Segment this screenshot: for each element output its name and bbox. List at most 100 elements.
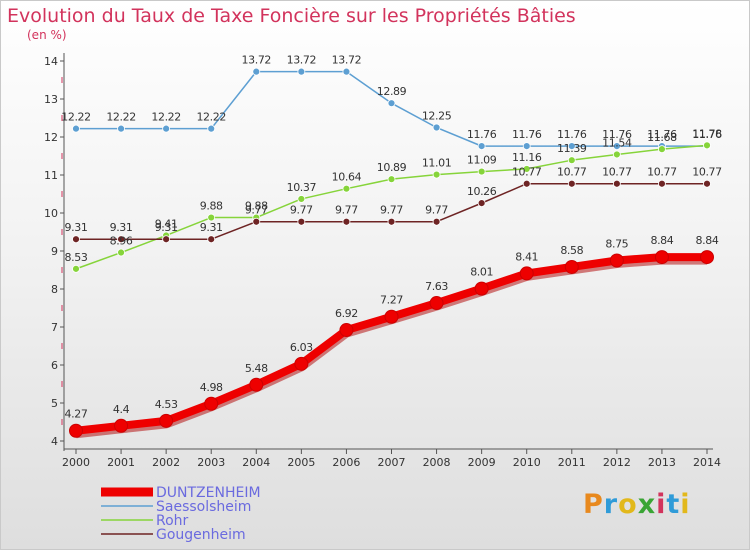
data-label: 11.54	[602, 136, 632, 149]
data-point	[207, 213, 216, 222]
x-tick-label: 2005	[287, 456, 315, 469]
data-point	[609, 253, 624, 268]
data-point	[162, 124, 171, 133]
data-point	[342, 184, 351, 193]
data-point	[252, 67, 261, 76]
data-point	[339, 323, 354, 338]
data-point	[159, 413, 174, 428]
data-point	[612, 142, 621, 151]
data-point	[703, 141, 711, 150]
logo-letter: P	[583, 489, 604, 520]
logo-letter: t	[666, 489, 681, 520]
data-label: 11.01	[422, 157, 452, 170]
data-point	[432, 217, 441, 226]
data-point	[564, 259, 579, 274]
data-label: 13.72	[287, 54, 317, 67]
legend-label: DUNTZENHEIM	[156, 485, 261, 501]
data-point	[204, 396, 219, 411]
data-label: 9.77	[290, 204, 313, 217]
data-label: 8.58	[560, 244, 583, 257]
y-tick-label: 9	[51, 245, 58, 258]
data-label: 13.72	[332, 54, 362, 67]
data-label: 10.77	[602, 166, 632, 179]
data-point	[387, 217, 396, 226]
data-point	[612, 150, 621, 159]
data-point	[117, 235, 125, 244]
y-tick-label: 14	[44, 55, 58, 68]
x-tick-label: 2014	[693, 456, 721, 469]
data-point	[654, 250, 669, 265]
data-label: 11.09	[467, 154, 497, 167]
data-label: 12.25	[422, 110, 452, 123]
data-point	[567, 142, 576, 151]
y-tick-label: 12	[44, 131, 58, 144]
data-label: 9.41	[155, 217, 178, 230]
data-label: 12.22	[196, 111, 226, 124]
series-layer	[69, 67, 714, 439]
x-tick-label: 2009	[468, 456, 496, 469]
proxiti-logo: Proxiti	[583, 489, 691, 520]
data-label: 6.92	[335, 307, 358, 320]
data-point	[72, 235, 80, 244]
data-label: 11.76	[467, 128, 497, 141]
data-point	[429, 296, 444, 311]
data-label: 10.64	[332, 171, 362, 184]
data-label: 11.76	[557, 128, 587, 141]
data-label: 6.03	[290, 341, 313, 354]
data-label: 11.39	[557, 142, 587, 155]
data-point	[477, 142, 486, 151]
x-tick-label: 2006	[332, 456, 360, 469]
y-tick-label: 10	[44, 207, 58, 220]
data-point	[72, 264, 80, 273]
x-tick-label: 2010	[513, 456, 541, 469]
data-point	[249, 377, 264, 392]
data-point	[658, 145, 666, 154]
legend-label: Saessolsheim	[156, 499, 251, 515]
data-label: 13.72	[242, 54, 272, 67]
data-point	[700, 250, 714, 265]
x-tick-label: 2007	[378, 456, 406, 469]
data-label: 11.76	[647, 128, 677, 141]
data-label: 11.78	[692, 127, 722, 140]
chart-title: Evolution du Taux de Taxe Foncière sur l…	[7, 5, 576, 27]
data-label: 9.31	[200, 221, 223, 234]
x-tick-label: 2012	[603, 456, 631, 469]
x-tick-label: 2003	[197, 456, 225, 469]
data-label: 7.27	[380, 294, 403, 307]
data-point	[567, 156, 576, 165]
data-point	[432, 170, 441, 179]
y-tick-label: 4	[51, 435, 58, 448]
data-label: 10.37	[287, 181, 317, 194]
data-label: 9.77	[245, 204, 268, 217]
legend-label: Rohr	[156, 513, 189, 529]
y-tick-label: 11	[44, 169, 58, 182]
data-label: 10.77	[692, 166, 722, 179]
data-label: 9.77	[335, 204, 358, 217]
data-label: 5.48	[245, 362, 268, 375]
y-tick-label: 13	[44, 93, 58, 106]
data-label: 9.31	[155, 221, 178, 234]
data-label: 11.16	[512, 151, 542, 164]
data-point	[207, 124, 216, 133]
data-label: 10.89	[377, 161, 407, 174]
data-point	[342, 67, 351, 76]
data-point	[69, 423, 83, 438]
data-label: 12.22	[106, 111, 136, 124]
y-tick-label: 6	[51, 359, 58, 372]
logo-letter: o	[618, 489, 638, 520]
y-tick-label: 5	[51, 397, 58, 410]
logo-letter: i	[656, 489, 667, 520]
data-label: 10.77	[512, 166, 542, 179]
data-point	[117, 124, 125, 133]
data-label: 11.76	[602, 128, 632, 141]
data-label: 9.88	[245, 200, 268, 213]
data-label: 12.22	[61, 111, 91, 124]
x-tick-label: 2004	[242, 456, 270, 469]
data-label: 9.31	[110, 221, 133, 234]
data-label: 10.77	[647, 166, 677, 179]
data-label: 12.22	[151, 111, 181, 124]
data-label: 11.76	[512, 128, 542, 141]
data-label: 7.63	[425, 280, 448, 293]
